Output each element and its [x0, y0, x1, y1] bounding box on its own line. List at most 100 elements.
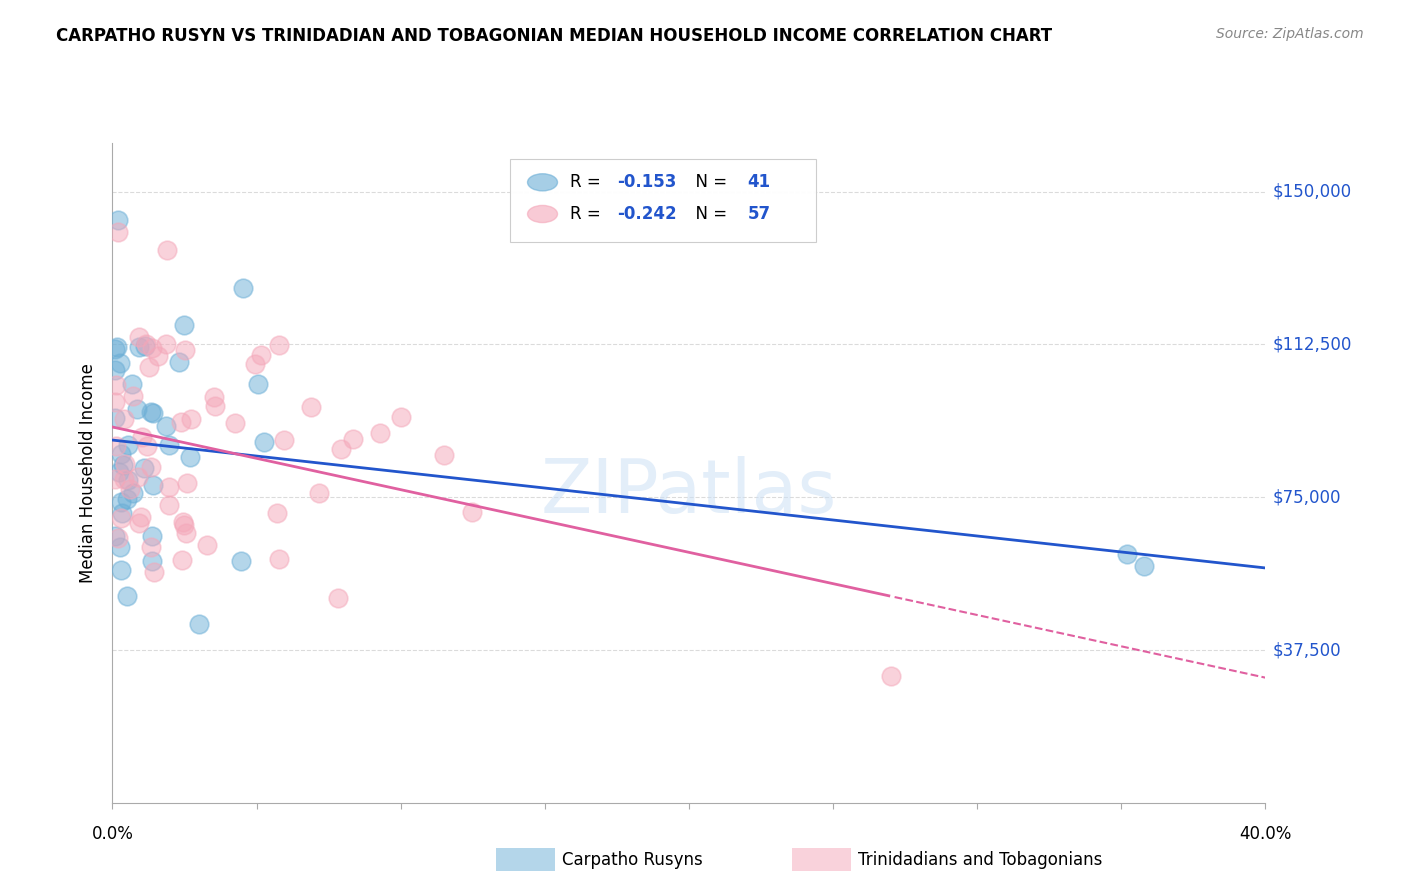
- Point: [108, 540, 131, 554]
- Point: [180, 412, 202, 426]
- Point: [173, 517, 195, 532]
- Point: [105, 378, 128, 392]
- Point: [128, 330, 150, 344]
- Point: [224, 417, 246, 431]
- Point: [880, 669, 903, 683]
- Point: [155, 419, 177, 434]
- Point: [141, 341, 163, 355]
- Point: [127, 469, 149, 483]
- Point: [117, 491, 139, 506]
- Text: 41: 41: [748, 173, 770, 191]
- Point: [107, 531, 129, 545]
- Point: [229, 554, 252, 568]
- Point: [135, 337, 157, 351]
- Text: ZIPatlas: ZIPatlas: [541, 456, 837, 529]
- Point: [202, 390, 225, 404]
- Point: [156, 244, 179, 258]
- Point: [146, 349, 169, 363]
- Text: $75,000: $75,000: [1272, 488, 1341, 506]
- Point: [142, 406, 165, 420]
- Point: [232, 281, 254, 295]
- Point: [121, 486, 143, 500]
- Point: [131, 430, 153, 444]
- Point: [273, 434, 295, 448]
- Point: [136, 439, 159, 453]
- Point: [111, 458, 134, 472]
- Text: N =: N =: [686, 205, 733, 223]
- Point: [142, 477, 165, 491]
- Point: [143, 565, 166, 579]
- Point: [267, 551, 290, 566]
- Point: [173, 343, 195, 358]
- Point: [267, 338, 290, 352]
- Point: [110, 447, 132, 461]
- Point: [117, 473, 139, 487]
- Point: [138, 360, 160, 375]
- Point: [157, 438, 180, 452]
- Point: [117, 589, 139, 603]
- Point: [141, 405, 163, 419]
- Point: [108, 465, 131, 479]
- Text: $150,000: $150,000: [1272, 183, 1351, 201]
- Point: [299, 400, 322, 414]
- Point: [1133, 559, 1156, 574]
- Point: [120, 482, 142, 496]
- Text: Source: ZipAtlas.com: Source: ZipAtlas.com: [1216, 27, 1364, 41]
- Text: $112,500: $112,500: [1272, 335, 1351, 353]
- Point: [141, 529, 163, 543]
- Point: [110, 495, 132, 509]
- Point: [1116, 547, 1139, 561]
- Point: [122, 389, 145, 403]
- Point: [117, 438, 139, 452]
- Point: [250, 348, 273, 362]
- Point: [110, 563, 132, 577]
- Point: [114, 457, 136, 471]
- Point: [176, 476, 198, 491]
- Text: -0.242: -0.242: [617, 205, 678, 223]
- Text: -0.153: -0.153: [617, 173, 676, 191]
- Point: [104, 439, 127, 453]
- Point: [170, 553, 193, 567]
- Point: [128, 516, 150, 530]
- Point: [131, 509, 153, 524]
- Point: [173, 318, 195, 332]
- FancyBboxPatch shape: [510, 160, 815, 242]
- Point: [110, 511, 132, 525]
- Point: [134, 339, 156, 353]
- Circle shape: [527, 205, 558, 223]
- Text: R =: R =: [571, 205, 606, 223]
- Point: [308, 486, 330, 500]
- Point: [329, 442, 352, 456]
- Point: [111, 506, 134, 520]
- Point: [104, 395, 127, 409]
- Point: [139, 459, 162, 474]
- Point: [266, 507, 288, 521]
- Point: [104, 472, 127, 486]
- Point: [179, 450, 201, 465]
- Point: [104, 342, 127, 356]
- Point: [174, 525, 197, 540]
- Point: [172, 516, 194, 530]
- Point: [247, 376, 270, 391]
- Point: [326, 591, 349, 605]
- Point: [139, 540, 162, 554]
- Point: [128, 340, 150, 354]
- Point: [104, 363, 127, 377]
- Text: Carpatho Rusyns: Carpatho Rusyns: [562, 851, 703, 869]
- Point: [105, 340, 128, 354]
- Point: [132, 461, 155, 475]
- Text: N =: N =: [686, 173, 733, 191]
- Point: [155, 337, 177, 351]
- Point: [167, 355, 190, 369]
- Point: [368, 426, 391, 441]
- Point: [170, 415, 193, 429]
- Point: [112, 472, 135, 486]
- Point: [461, 505, 484, 519]
- Point: [432, 448, 454, 462]
- Point: [104, 529, 127, 543]
- Text: R =: R =: [571, 173, 606, 191]
- Point: [188, 617, 211, 632]
- Point: [195, 538, 218, 552]
- Point: [141, 554, 163, 568]
- Text: Trinidadians and Tobagonians: Trinidadians and Tobagonians: [858, 851, 1102, 869]
